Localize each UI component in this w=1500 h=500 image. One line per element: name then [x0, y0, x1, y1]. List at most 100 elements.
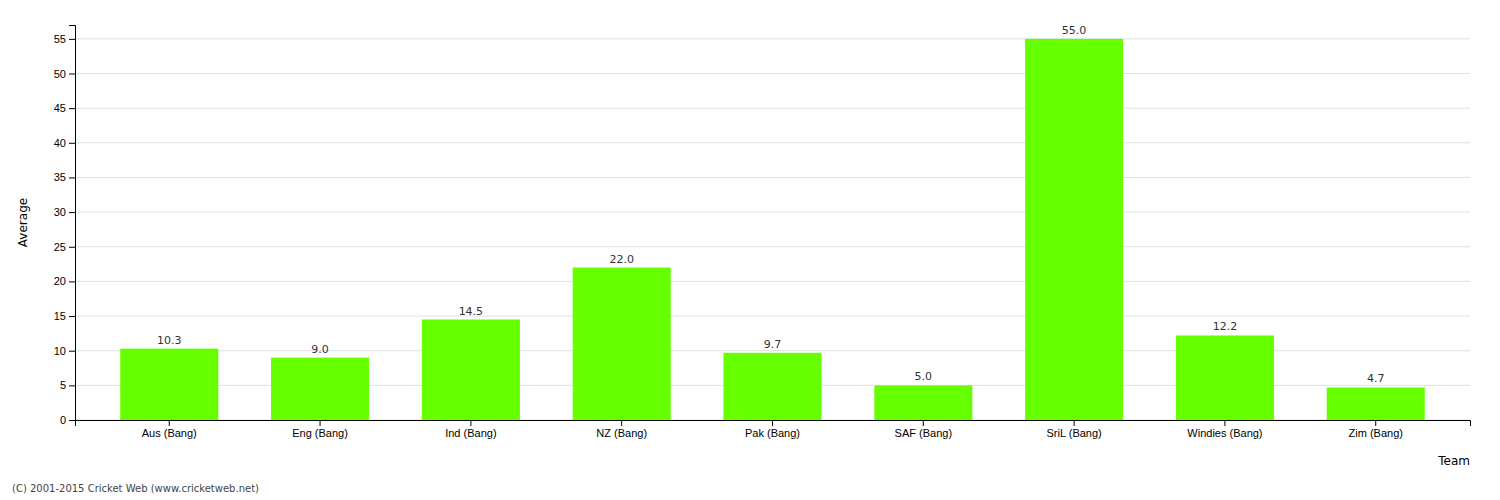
y-tick: 20: [54, 275, 75, 287]
y-tick-label: 50: [54, 68, 66, 80]
y-tick-mark: [69, 420, 75, 421]
y-tick-label: 30: [54, 206, 66, 218]
x-tick-label: Ind (Bang): [445, 427, 496, 439]
footer: (C) 2001-2015 Cricket Web (www.cricketwe…: [12, 483, 259, 494]
y-tick: 55: [54, 33, 75, 45]
bar: [723, 353, 821, 420]
x-tick-mark: [1074, 420, 1075, 426]
y-tick-mark: [69, 108, 75, 109]
y-tick: 50: [54, 68, 75, 80]
grid-line: [75, 212, 1470, 213]
x-axis-line: [76, 421, 1471, 427]
bar: [271, 358, 369, 420]
grid-line: [75, 108, 1470, 109]
y-tick-mark: [69, 281, 75, 282]
y-tick-label: 35: [54, 171, 66, 183]
x-tick-label: Eng (Bang): [292, 427, 348, 439]
y-tick-label: 40: [54, 137, 66, 149]
x-tick-label: NZ (Bang): [596, 427, 647, 439]
y-tick-mark: [69, 385, 75, 386]
y-tick-mark: [69, 351, 75, 352]
x-tick: Zim (Bang): [1349, 420, 1403, 439]
x-tick-mark: [923, 420, 924, 426]
data-label: 55.0: [1062, 24, 1087, 37]
y-tick: 5: [60, 379, 75, 391]
x-tick: Pak (Bang): [745, 420, 800, 439]
y-tick: 25: [54, 241, 75, 253]
x-tick-mark: [772, 420, 773, 426]
x-axis-title: Team: [1437, 454, 1470, 468]
y-tick-label: 45: [54, 102, 66, 114]
y-tick-label: 5: [60, 379, 66, 391]
grid-line: [75, 316, 1470, 317]
x-tick-mark: [1224, 420, 1225, 426]
bar: [422, 320, 520, 420]
data-label: 10.3: [157, 334, 182, 347]
y-tick-mark: [69, 177, 75, 178]
y-tick: 30: [54, 206, 75, 218]
x-tick-mark: [169, 420, 170, 426]
y-tick-mark: [69, 143, 75, 144]
x-tick: SAF (Bang): [895, 420, 952, 439]
data-label: 5.0: [915, 370, 933, 383]
y-tick: 10: [54, 345, 75, 357]
y-tick-label: 0: [60, 414, 66, 426]
y-axis: 0 5 10 15 20 25 30 35 40 45 50 55: [54, 26, 76, 427]
grid-line: [75, 38, 1470, 39]
bar: [874, 385, 972, 420]
data-label: 4.7: [1367, 372, 1385, 385]
y-tick-label: 25: [54, 241, 66, 253]
y-tick-mark: [69, 212, 75, 213]
bar: [573, 268, 671, 420]
y-tick-mark: [69, 247, 75, 248]
y-tick: 45: [54, 102, 75, 114]
y-tick: 0: [60, 414, 75, 426]
chart: 0 5 10 15 20 25 30 35 40 45 50 55 Aus (Bang) Eng (Ban…: [0, 0, 1500, 500]
data-label: 9.7: [764, 338, 782, 351]
y-tick-mark: [69, 39, 75, 40]
bar: [1327, 387, 1425, 420]
grid-line: [75, 246, 1470, 247]
data-label: 22.0: [609, 253, 634, 266]
x-tick: Windies (Bang): [1187, 420, 1262, 439]
y-axis-title: Average: [16, 198, 30, 247]
y-tick-label: 15: [54, 310, 66, 322]
bar: [1025, 39, 1123, 420]
y-tick-label: 55: [54, 33, 66, 45]
grid-line: [75, 142, 1470, 143]
x-tick: Ind (Bang): [445, 420, 496, 439]
x-tick-label: SAF (Bang): [895, 427, 952, 439]
grid: [75, 39, 1470, 420]
x-tick-mark: [470, 420, 471, 426]
y-tick: 35: [54, 171, 75, 183]
data-label: 9.0: [311, 343, 329, 356]
x-tick-label: Aus (Bang): [142, 427, 197, 439]
data-label: 12.2: [1213, 320, 1238, 333]
y-tick-label: 20: [54, 275, 66, 287]
y-tick: 15: [54, 310, 75, 322]
y-tick-mark: [69, 316, 75, 317]
grid-line: [75, 281, 1470, 282]
x-tick-label: Pak (Bang): [745, 427, 800, 439]
y-tick-mark: [69, 74, 75, 75]
data-label: 14.5: [459, 305, 484, 318]
x-tick: NZ (Bang): [596, 420, 647, 439]
y-tick-label: 10: [54, 345, 66, 357]
x-axis: Aus (Bang) Eng (Bang) Ind (Bang) NZ (Bang) P…: [76, 420, 1471, 439]
x-tick-mark: [621, 420, 622, 426]
grid-line: [75, 177, 1470, 178]
x-tick-mark: [320, 420, 321, 426]
grid-line: [75, 73, 1470, 74]
x-tick-mark: [1375, 420, 1376, 426]
y-axis-line: [69, 26, 76, 421]
x-tick: Eng (Bang): [292, 420, 348, 439]
bars: [120, 39, 1425, 420]
data-labels: 10.3 9.0 14.5 22.0 9.7 5.0 55.0 12.2 4.7: [157, 24, 1384, 386]
x-tick: Aus (Bang): [142, 420, 197, 439]
bar: [1176, 335, 1274, 420]
y-tick: 40: [54, 137, 75, 149]
x-tick-label: Zim (Bang): [1349, 427, 1403, 439]
x-tick-label: Windies (Bang): [1187, 427, 1262, 439]
bar: [120, 349, 218, 420]
x-tick: SriL (Bang): [1047, 420, 1102, 439]
